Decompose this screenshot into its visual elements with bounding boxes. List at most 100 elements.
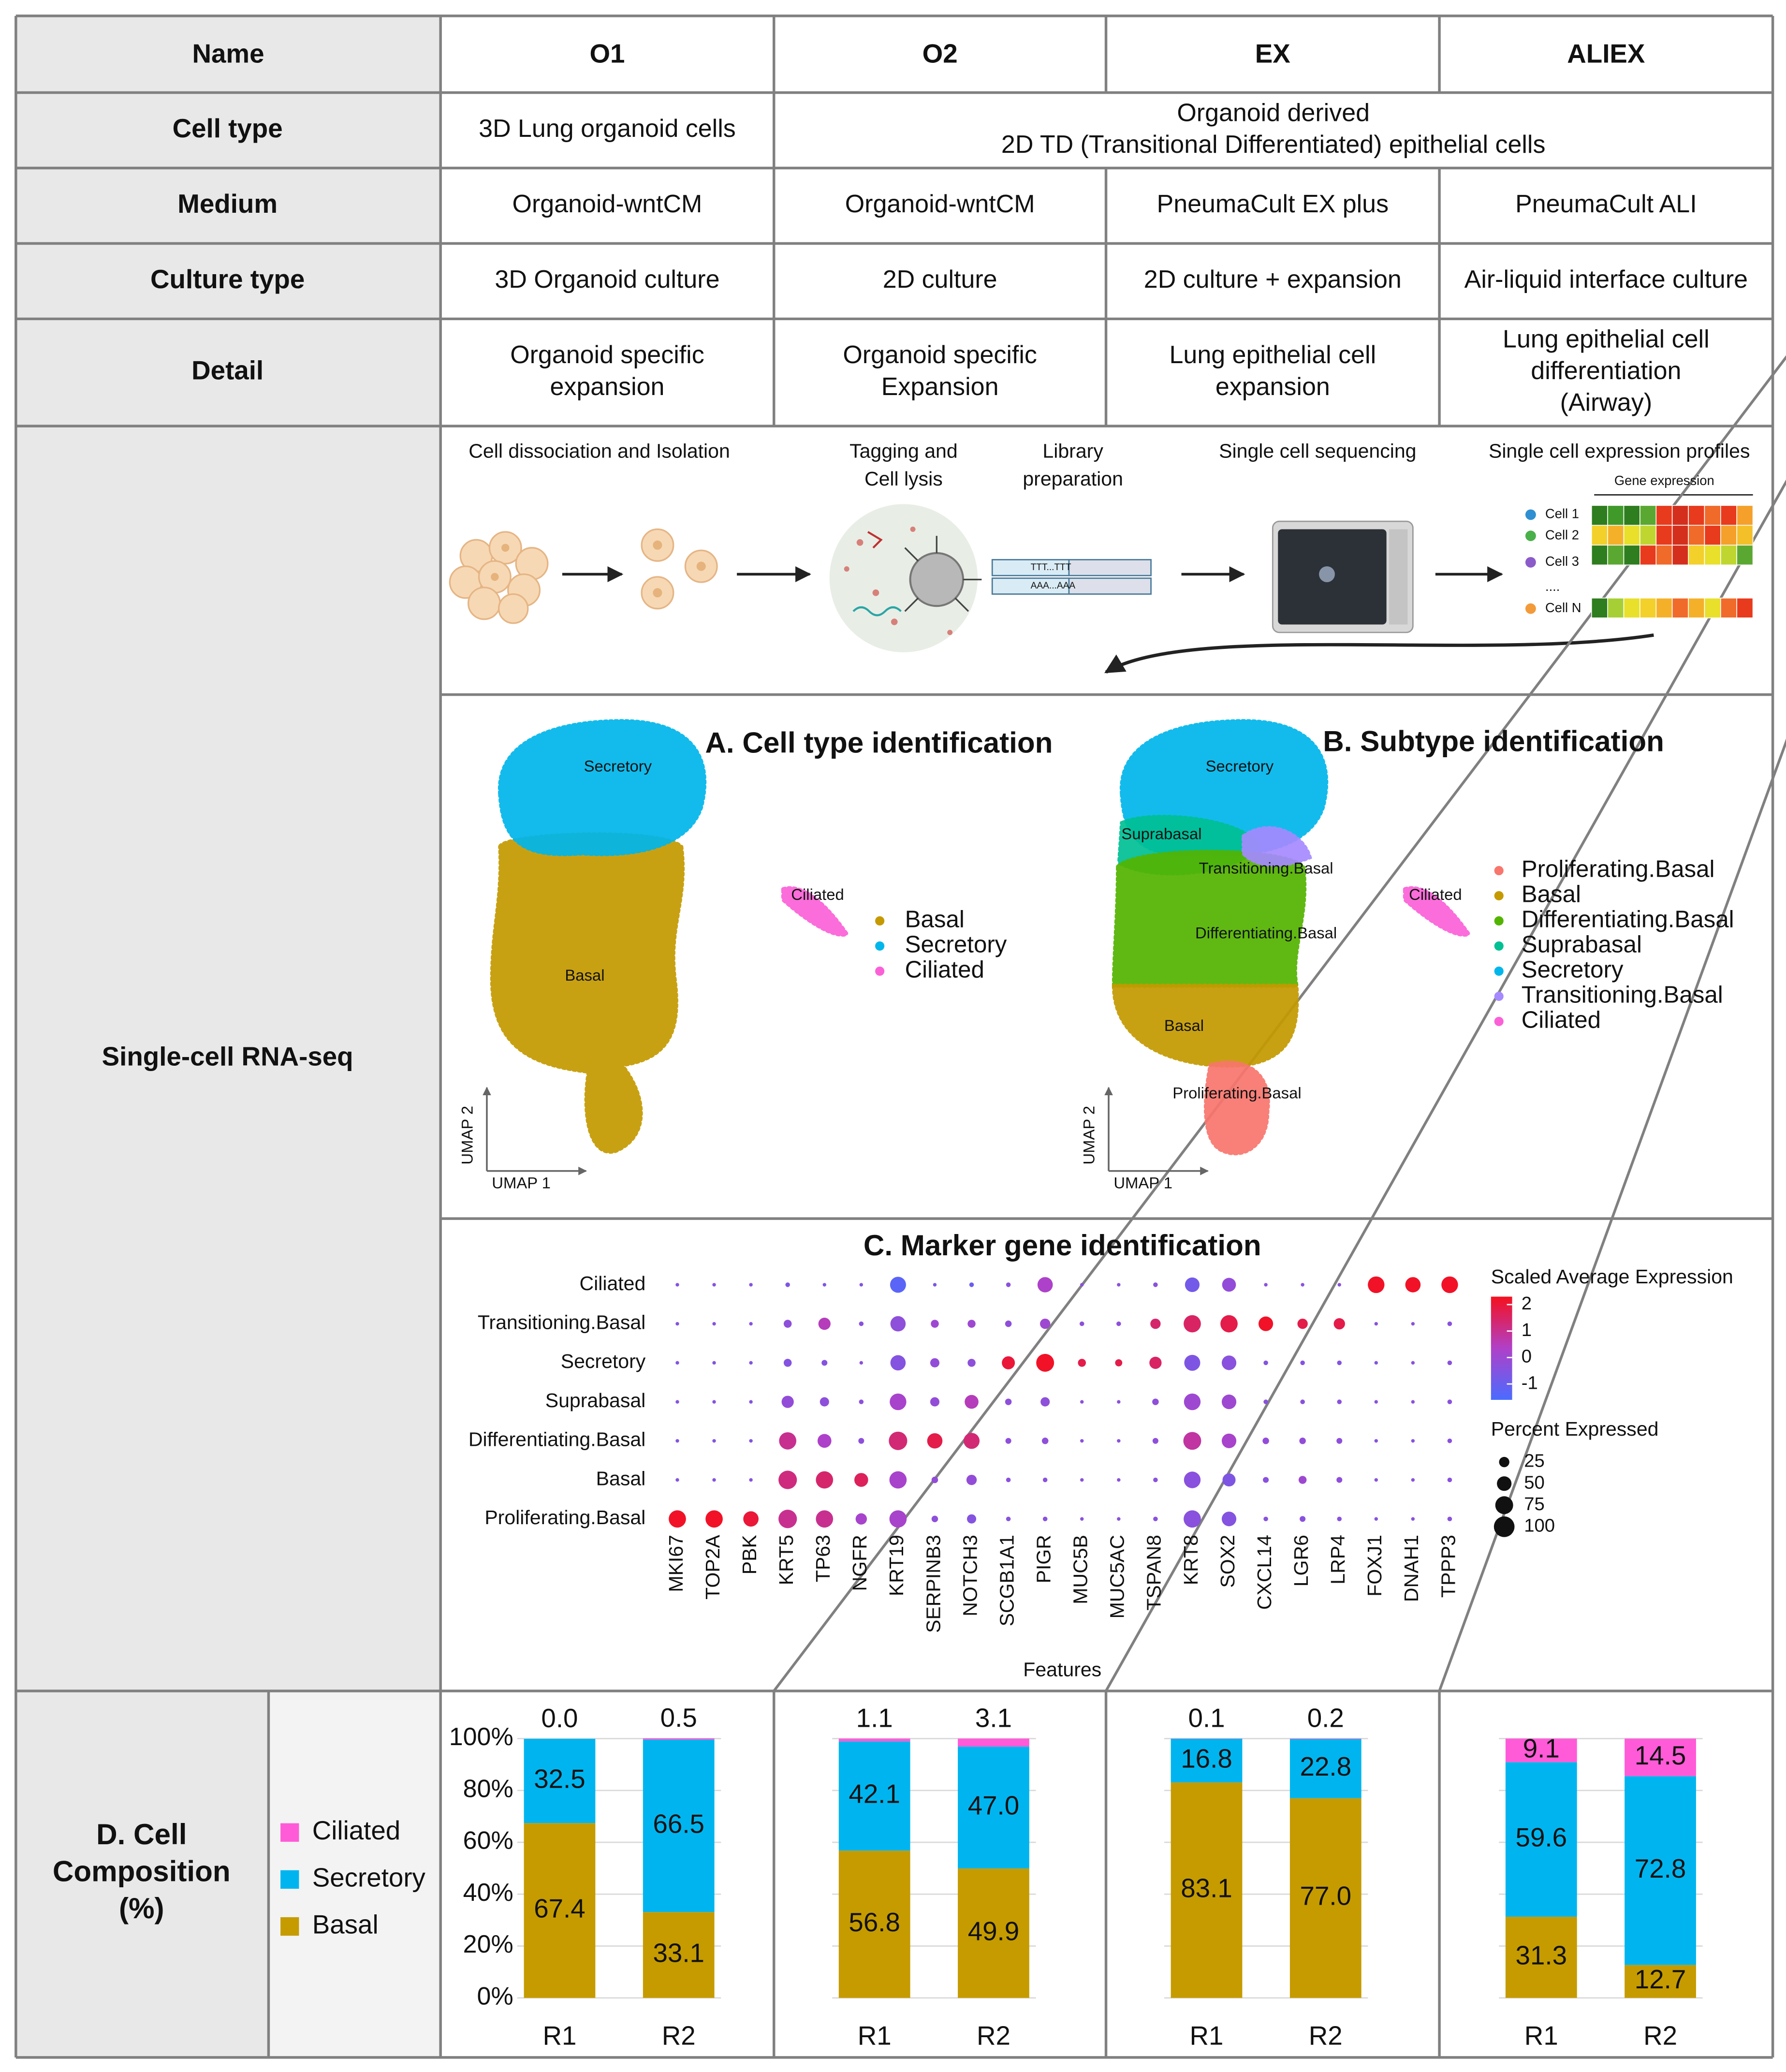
data-label: 47.0: [968, 1791, 1020, 1821]
dot: [778, 1510, 797, 1528]
heatmap-row-label: Cell 2: [1545, 527, 1579, 542]
dot: [712, 1439, 716, 1443]
heatmap-cell: [1607, 505, 1625, 526]
dot: [1300, 1360, 1305, 1366]
heatmap-row-label: Cell 1: [1545, 506, 1579, 521]
dot: [749, 1283, 753, 1287]
dot: [889, 1431, 908, 1450]
dot: [1117, 1517, 1121, 1521]
data-label: 31.3: [1516, 1940, 1567, 1970]
cluster-label: Secretory: [584, 757, 652, 775]
dot: [890, 1316, 906, 1332]
dot: [1042, 1516, 1048, 1522]
pipeline-icons: [449, 494, 1753, 674]
step-label: Cell lysis: [864, 468, 943, 490]
dot: [966, 1514, 977, 1524]
gene-label: LRP4: [1327, 1535, 1349, 1585]
gene-label: KRT19: [885, 1535, 908, 1596]
dot: [1221, 1512, 1237, 1527]
size-label: 100: [1524, 1515, 1555, 1536]
heatmap-cell: [1704, 544, 1721, 566]
size-label: 50: [1524, 1472, 1545, 1493]
table-cell: 2D TD (Transitional Differentiated) epit…: [1001, 131, 1546, 159]
dot: [859, 1283, 864, 1287]
dot: [854, 1473, 868, 1487]
gene-label: NGFR: [849, 1535, 871, 1591]
row-label: Transitioning.Basal: [478, 1311, 645, 1333]
data-label: 66.5: [653, 1808, 704, 1838]
dot: [859, 1399, 864, 1404]
umap-cluster: [1242, 826, 1312, 867]
dot: [967, 1320, 976, 1328]
legend-label: Basal: [312, 1909, 379, 1939]
heatmap-cell: [1704, 525, 1721, 546]
bar-segment: [1289, 1798, 1361, 1998]
heatmap-cell: [1591, 505, 1608, 526]
x-tick-label: R1: [858, 2020, 892, 2050]
dot: [1080, 1517, 1084, 1521]
gene-label: PIGR: [1033, 1535, 1055, 1583]
x-tick-label: R2: [1309, 2020, 1343, 2050]
bar-segment: [1625, 1965, 1696, 1998]
table-border: [773, 355, 1786, 1692]
colorbar-label: 0: [1522, 1346, 1532, 1367]
table-border: [1438, 738, 1786, 1691]
legend-label: Ciliated: [312, 1815, 401, 1845]
dot: [890, 1355, 906, 1371]
gene-label: KRT5: [775, 1535, 797, 1585]
colorbar-label: 2: [1522, 1293, 1532, 1314]
x-tick-label: R2: [662, 2020, 696, 2050]
dot: [818, 1318, 831, 1330]
data-label: 0.1: [1188, 1703, 1225, 1733]
colorbar-label: -1: [1522, 1372, 1538, 1393]
dot: [1183, 1432, 1201, 1450]
y-tick-label: 80%: [463, 1775, 513, 1803]
gene-label: TOP2A: [702, 1534, 724, 1599]
bar-segment: [958, 1868, 1029, 1998]
umap-cluster: [1203, 1060, 1270, 1156]
table-cell: Organoid derived: [1177, 99, 1370, 127]
dot: [1300, 1516, 1306, 1522]
legend-label: Secretory: [905, 931, 1007, 957]
umap-cluster: [498, 719, 707, 856]
x-tick-label: R1: [542, 2020, 576, 2050]
dot: [1006, 1516, 1011, 1522]
dot: [783, 1359, 792, 1367]
table-cell: Expansion: [881, 373, 999, 401]
colorbar: [1491, 1296, 1512, 1400]
data-label: 59.6: [1516, 1822, 1567, 1852]
dot: [1411, 1439, 1415, 1443]
dot: [966, 1474, 977, 1485]
dot: [1152, 1438, 1158, 1444]
heatmap-cell: [1736, 525, 1754, 546]
dot: [931, 1515, 938, 1522]
dot: [749, 1322, 753, 1326]
axis-label: UMAP 2: [1080, 1106, 1098, 1165]
dot: [669, 1510, 686, 1528]
dot: [712, 1283, 716, 1287]
heatmap-cell: [1607, 544, 1625, 566]
dot: [1040, 1397, 1050, 1407]
dot: [1080, 1478, 1084, 1482]
data-label: 1.1: [856, 1703, 893, 1733]
bar-segment: [1505, 1916, 1577, 1998]
colorbar-label: 1: [1522, 1320, 1532, 1340]
gene-label: CXCL14: [1253, 1535, 1275, 1610]
dot: [1115, 1359, 1123, 1367]
data-label: 22.8: [1300, 1751, 1352, 1781]
heatmap-cell: [1623, 525, 1640, 546]
step-label: Tagging and: [849, 440, 958, 462]
dot: [675, 1439, 679, 1443]
heatmap-cell: [1623, 505, 1640, 526]
bar-segment: [1505, 1738, 1577, 1763]
dot: [1301, 1283, 1304, 1287]
step-label: Single cell sequencing: [1219, 440, 1416, 462]
dot: [749, 1478, 753, 1482]
gene-label: PBK: [738, 1535, 761, 1574]
table-cell: Lung epithelial cell: [1503, 325, 1710, 353]
dot: [1263, 1516, 1268, 1522]
legend-title: Percent Expressed: [1491, 1418, 1659, 1440]
legend-swatch: [280, 1870, 299, 1889]
dot: [1220, 1315, 1238, 1333]
